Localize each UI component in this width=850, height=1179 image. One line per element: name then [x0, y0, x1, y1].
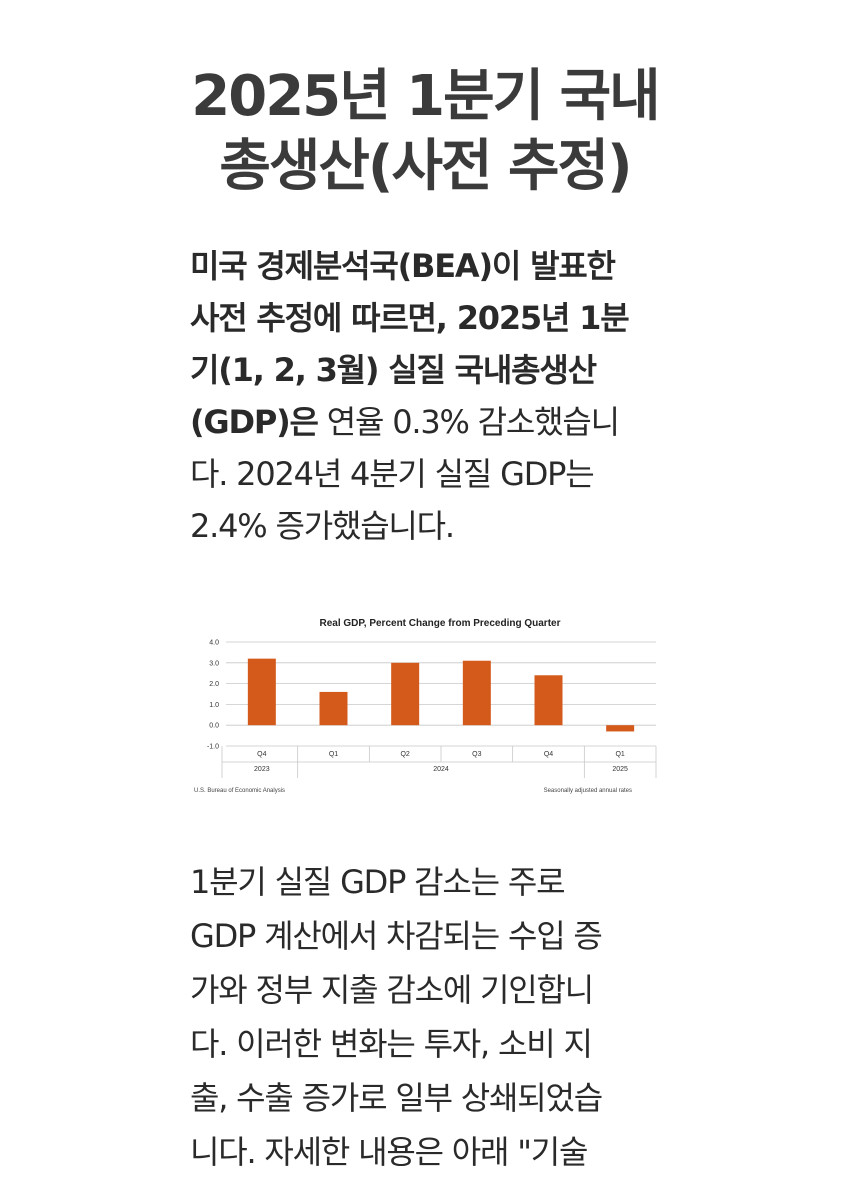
page-title-line-1: 2025년 1분기 국내	[191, 63, 660, 129]
chart-title: Real GDP, Percent Change from Preceding …	[319, 618, 560, 629]
chart-note: Seasonally adjusted annual rates	[544, 788, 632, 794]
y-tick-label: 2.0	[209, 681, 219, 688]
chart-source: U.S. Bureau of Economic Analysis	[194, 788, 285, 794]
intro-line-6: 2.4% 증가했습니다.	[190, 507, 455, 545]
page-title-line-2: 총생산(사전 추정)	[219, 133, 632, 199]
y-tick-label: 4.0	[209, 640, 219, 647]
x-year-label: 2025	[612, 766, 628, 773]
intro-line-5: 다. 2024년 4분기 실질 GDP는	[190, 455, 595, 493]
chart-bar	[319, 691, 348, 726]
intro-line-2: 사전 추정에 따르면, 2025년 1분	[190, 292, 670, 344]
chart-bar	[247, 658, 276, 726]
y-tick-label: -1.0	[207, 744, 219, 751]
explanation-line-4: 다. 이러한 변화는 투자, 소비 지	[190, 1025, 593, 1063]
x-tick-label: Q4	[257, 751, 266, 758]
chart-x-axis: Q4 Q1 Q2 Q3 Q4 Q1 2023 2024 2025	[221, 746, 657, 778]
y-tick-label: 3.0	[209, 660, 219, 667]
chart-y-ticks: 4.0 3.0 2.0 1.0 0.0 -1.0	[207, 640, 219, 751]
chart-bars	[247, 658, 635, 732]
explanation-line-1: 1분기 실질 GDP 감소는 주로	[190, 863, 566, 901]
intro-line-4-rest: 연율 0.3% 감소했습니	[317, 403, 620, 441]
x-tick-label: Q1	[615, 751, 624, 758]
x-tick-label: Q1	[329, 751, 338, 758]
x-tick-label: Q4	[544, 751, 553, 758]
explanation-line-5: 출, 수출 증가로 일부 상쇄되었습	[190, 1079, 603, 1117]
x-year-label: 2023	[254, 766, 270, 773]
gdp-chart-svg: Real GDP, Percent Change from Preceding …	[194, 618, 657, 794]
chart-bar	[391, 662, 420, 726]
intro-bold-3: 기(1, 2, 3월) 실질 국내총생산	[190, 351, 597, 389]
intro-bold-1: 미국 경제분석국(BEA)이 발표한	[190, 247, 616, 285]
chart-bar	[534, 675, 563, 726]
explanation-line-2: GDP 계산에서 차감되는 수입 증	[190, 917, 603, 955]
chart-bar	[606, 725, 635, 732]
intro-bold-2: 사전 추정에 따르면, 2025년 1분	[190, 299, 630, 337]
gdp-chart: Real GDP, Percent Change from Preceding …	[190, 608, 660, 808]
chart-gridlines	[226, 641, 656, 747]
y-tick-label: 1.0	[209, 702, 219, 709]
x-tick-label: Q2	[400, 751, 409, 758]
explanation-line-6: 니다. 자세한 내용은 아래 "기술	[190, 1133, 588, 1171]
chart-bar	[462, 660, 491, 726]
intro-bold-4: (GDP)은	[190, 403, 319, 441]
intro-line-3: 기(1, 2, 3월) 실질 국내총생산	[190, 344, 670, 396]
intro-line-4: (GDP)은 연율 0.3% 감소했습니	[190, 396, 670, 448]
y-tick-label: 0.0	[209, 723, 219, 730]
explanation-line-3: 가와 정부 지출 감소에 기인합니	[190, 971, 594, 1009]
x-tick-label: Q3	[472, 751, 481, 758]
page-title: 2025년 1분기 국내 총생산(사전 추정)	[0, 62, 850, 202]
intro-paragraph: 미국 경제분석국(BEA)이 발표한 사전 추정에 따르면, 2025년 1분 …	[190, 240, 670, 552]
x-year-label: 2024	[433, 766, 449, 773]
explanation-paragraph: 1분기 실질 GDP 감소는 주로 GDP 계산에서 차감되는 수입 증 가와 …	[190, 855, 670, 1179]
intro-line-1: 미국 경제분석국(BEA)이 발표한	[190, 240, 670, 292]
